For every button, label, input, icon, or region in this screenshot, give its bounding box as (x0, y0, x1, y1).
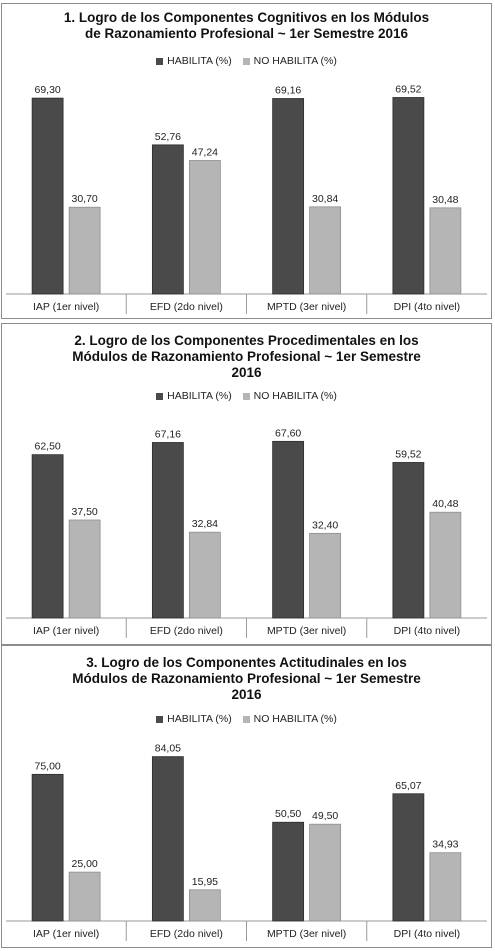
data-label-no-habilita: 47,24 (192, 146, 218, 158)
chart-title-line-2: Módulos de Razonamiento Profesional ~ 1e… (72, 349, 421, 364)
chart-title: 3. Logro de los Componentes Actitudinale… (12, 655, 481, 703)
category-label: MPTD (3er nivel) (267, 928, 346, 940)
bar-habilita (272, 440, 305, 619)
category-label: MPTD (3er nivel) (267, 625, 346, 637)
legend-label-no-habilita: NO HABILITA (%) (253, 390, 337, 402)
bar-no-habilita (429, 207, 462, 295)
bar-no-habilita (68, 206, 101, 295)
data-label-habilita: 69,16 (275, 85, 301, 97)
data-label-habilita: 84,05 (155, 743, 181, 755)
data-label-no-habilita: 30,84 (312, 193, 338, 205)
legend-label-no-habilita: NO HABILITA (%) (253, 55, 337, 67)
data-label-habilita: 69,52 (395, 83, 421, 95)
data-label-no-habilita: 15,95 (192, 876, 218, 888)
chart-legend: HABILITA (%) NO HABILITA (%) (2, 55, 491, 68)
bar-habilita (151, 144, 184, 295)
bar-no-habilita (309, 532, 342, 619)
data-label-no-habilita: 49,50 (312, 810, 338, 822)
chart-title-line-3: 2016 (231, 365, 262, 380)
chart-legend: HABILITA (%) NO HABILITA (%) (2, 390, 491, 403)
data-label-no-habilita: 32,40 (312, 519, 338, 531)
category-label: EFD (2do nivel) (150, 928, 223, 940)
legend-item-no-habilita: NO HABILITA (%) (242, 390, 337, 402)
legend-swatch-no-habilita (242, 57, 250, 65)
chart-title-line-1: 3. Logro de los Componentes Actitudinale… (86, 655, 407, 670)
legend-swatch-no-habilita (242, 392, 250, 400)
category-label: IAP (1er nivel) (33, 301, 99, 313)
bar-no-habilita (309, 823, 342, 922)
data-label-habilita: 75,00 (34, 760, 60, 772)
category-label: MPTD (3er nivel) (267, 301, 346, 313)
legend-item-no-habilita: NO HABILITA (%) (242, 713, 337, 725)
category-label: IAP (1er nivel) (33, 928, 99, 940)
data-label-no-habilita: 30,48 (432, 194, 458, 206)
category-label: DPI (4to nivel) (394, 928, 461, 940)
legend-label-no-habilita: NO HABILITA (%) (253, 713, 337, 725)
data-label-habilita: 67,60 (275, 427, 301, 439)
data-label-no-habilita: 32,84 (192, 518, 218, 530)
category-label: EFD (2do nivel) (150, 625, 223, 637)
chart-legend: HABILITA (%) NO HABILITA (%) (2, 713, 491, 726)
data-label-no-habilita: 37,50 (71, 506, 97, 518)
data-label-habilita: 62,50 (34, 441, 60, 453)
data-label-habilita: 67,16 (155, 428, 181, 440)
bar-habilita (272, 821, 305, 922)
legend-swatch-habilita (156, 392, 164, 400)
bar-habilita (392, 462, 425, 619)
bar-habilita (31, 97, 64, 295)
bar-habilita (151, 756, 184, 922)
data-label-no-habilita: 30,70 (71, 193, 97, 205)
bar-habilita (31, 454, 64, 619)
bar-habilita (272, 98, 305, 295)
chart-title-line-3: 2016 (231, 687, 262, 702)
bar-habilita (151, 442, 184, 619)
chart-plot-1: 69,30 30,70 IAP (1er nivel) 52,76 47,24 EFD (… (6, 83, 487, 314)
category-label: DPI (4to nivel) (394, 301, 461, 313)
legend-item-habilita: HABILITA (%) (156, 390, 232, 402)
chart-title: 1. Logro de los Componentes Cognitivos e… (12, 10, 481, 42)
data-label-habilita: 59,52 (395, 448, 421, 460)
data-label-habilita: 65,07 (395, 780, 421, 792)
chart-plot-3: 75,00 25,00 IAP (1er nivel) 84,05 15,95 EFD (… (6, 743, 487, 941)
bar-no-habilita (188, 160, 221, 295)
data-label-no-habilita: 25,00 (71, 858, 97, 870)
bar-no-habilita (188, 889, 221, 922)
chart-title: 2. Logro de los Componentes Procedimenta… (12, 333, 481, 381)
bar-habilita (31, 773, 64, 922)
chart-title-line-1: 1. Logro de los Componentes Cognitivos e… (63, 10, 430, 25)
category-label: EFD (2do nivel) (150, 301, 223, 313)
chart-panel-2: 2. Logro de los Componentes Procedimenta… (1, 323, 492, 645)
legend-label-habilita: HABILITA (%) (167, 390, 232, 402)
data-label-no-habilita: 40,48 (432, 498, 458, 510)
chart-title-line-2: de Razonamiento Profesional ~ 1er Semest… (84, 26, 408, 41)
data-label-habilita: 69,30 (34, 84, 60, 96)
chart-plot-2: 62,50 37,50 IAP (1er nivel) 67,16 32,84 EFD (… (6, 427, 487, 638)
data-label-no-habilita: 34,93 (432, 839, 458, 851)
legend-label-habilita: HABILITA (%) (167, 55, 232, 67)
bar-no-habilita (188, 531, 221, 619)
chart-panel-1: 1. Logro de los Componentes Cognitivos e… (1, 3, 492, 319)
bar-no-habilita (68, 519, 101, 619)
legend-swatch-no-habilita (242, 715, 250, 723)
legend-item-no-habilita: NO HABILITA (%) (242, 55, 337, 67)
bar-no-habilita (309, 206, 342, 295)
legend-label-habilita: HABILITA (%) (167, 713, 232, 725)
legend-swatch-habilita (156, 715, 164, 723)
bar-habilita (392, 793, 425, 922)
legend-swatch-habilita (156, 57, 164, 65)
category-label: DPI (4to nivel) (394, 625, 461, 637)
legend-item-habilita: HABILITA (%) (156, 55, 232, 67)
chart-title-line-1: 2. Logro de los Componentes Procedimenta… (74, 333, 419, 348)
data-label-habilita: 52,76 (155, 131, 181, 143)
bar-no-habilita (429, 511, 462, 619)
category-label: IAP (1er nivel) (33, 625, 99, 637)
chart-title-line-2: Módulos de Razonamiento Profesional ~ 1e… (72, 671, 421, 686)
bar-habilita (392, 97, 425, 295)
legend-item-habilita: HABILITA (%) (156, 713, 232, 725)
chart-panel-3: 3. Logro de los Componentes Actitudinale… (1, 645, 492, 948)
bar-no-habilita (429, 852, 462, 922)
bar-no-habilita (68, 871, 101, 922)
data-label-habilita: 50,50 (275, 808, 301, 820)
